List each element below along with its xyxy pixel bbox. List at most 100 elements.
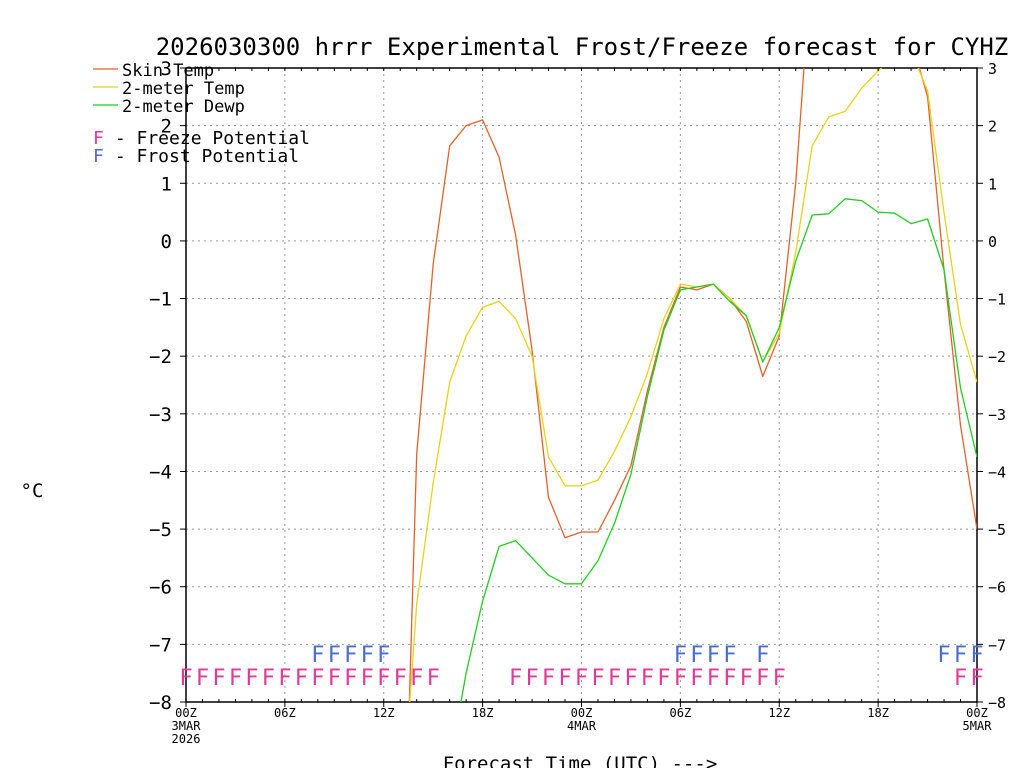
chart-markers: F F F F F F F F F F F F F F F F F F F F F F F F F F F F F F F F F F FF F F F F… — [179, 643, 983, 691]
frost-potential-marker: F — [328, 643, 341, 668]
y-tick-label-left: −7 — [149, 634, 172, 656]
y-axis-label: °C — [21, 480, 44, 502]
legend-item-frost: F - Frost Potential — [93, 146, 299, 167]
freeze-potential-marker: F — [525, 666, 538, 691]
series-line-2-meter-temp — [409, 68, 977, 702]
legend-label-frost: - Frost Potential — [104, 146, 299, 167]
freeze-potential-marker: F — [196, 666, 209, 691]
x-tick-date-label: 3MAR — [172, 719, 202, 733]
y-tick-label-left: 0 — [161, 231, 172, 253]
legend-label-skin-temp: Skin Temp — [122, 61, 214, 81]
frost-potential-marker: F — [756, 643, 769, 668]
frost-potential-marker: F — [690, 643, 703, 668]
freeze-potential-marker: F — [954, 666, 967, 691]
freeze-potential-marker: F — [591, 666, 604, 691]
x-tick-label: 00Z — [571, 706, 593, 720]
y-tick-label-right: −3 — [988, 406, 1006, 424]
legend-symbol-freeze: F — [93, 128, 104, 149]
freeze-potential-marker: F — [575, 666, 588, 691]
y-tick-label-left: 3 — [161, 58, 172, 80]
x-tick-label: 06Z — [274, 706, 296, 720]
x-axis-label: Forecast Time (UTC) ---> — [443, 753, 718, 768]
x-tick-date-label: 5MAR — [963, 719, 993, 733]
legend-label-2m-dewp: 2-meter Dewp — [122, 97, 245, 117]
x-tick-label: 00Z — [966, 706, 988, 720]
freeze-potential-marker: F — [179, 666, 192, 691]
freeze-potential-marker: F — [361, 666, 374, 691]
freeze-potential-marker: F — [740, 666, 753, 691]
frost-potential-marker: F — [361, 643, 374, 668]
legend-item-2m-dewp: 2-meter Dewp — [93, 97, 245, 117]
freeze-potential-marker: F — [311, 666, 324, 691]
legend-label-freeze: - Freeze Potential — [104, 128, 310, 149]
y-tick-label-right: 3 — [988, 60, 997, 78]
x-tick-date-label: 4MAR — [567, 719, 597, 733]
freeze-potential-marker: F — [229, 666, 242, 691]
frost-potential-marker: F — [377, 643, 390, 668]
legend-item-freeze: F - Freeze Potential — [93, 128, 310, 149]
freeze-potential-marker: F — [328, 666, 341, 691]
frost-potential-marker: F — [674, 643, 687, 668]
freeze-potential-marker: F — [295, 666, 308, 691]
freeze-potential-marker: F — [509, 666, 522, 691]
y-tick-label-left: −3 — [149, 404, 172, 426]
frost-potential-marker: F — [937, 643, 950, 668]
y-tick-label-right: −1 — [988, 291, 1006, 309]
y-tick-label-right: 1 — [988, 175, 997, 193]
y-tick-label-left: 1 — [161, 173, 172, 195]
x-tick-label: 00Z — [175, 706, 197, 720]
y-tick-label-left: −8 — [149, 692, 172, 714]
y-tick-label-right: −7 — [988, 636, 1006, 654]
x-tick-label: 18Z — [472, 706, 494, 720]
freeze-potential-marker: F — [707, 666, 720, 691]
freeze-potential-marker: F — [427, 666, 440, 691]
legend: Skin Temp 2-meter Temp 2-meter Dewp F - … — [93, 61, 310, 167]
frost-potential-marker: F — [723, 643, 736, 668]
y-tick-label-left: 2 — [161, 116, 172, 138]
freeze-potential-marker: F — [245, 666, 258, 691]
freeze-potential-marker: F — [773, 666, 786, 691]
frost-potential-marker: F — [344, 643, 357, 668]
series-line-skin-temp — [408, 68, 977, 702]
x-tick-label: 12Z — [768, 706, 790, 720]
y-tick-label-left: −4 — [149, 461, 172, 483]
freeze-potential-marker: F — [657, 666, 670, 691]
legend-item-2m-temp: 2-meter Temp — [93, 79, 245, 99]
y-tick-label-left: −2 — [149, 346, 172, 368]
y-tick-label-left: −5 — [149, 519, 172, 541]
freeze-potential-marker: F — [674, 666, 687, 691]
freeze-potential-marker: F — [970, 666, 983, 691]
frost-potential-marker: F — [954, 643, 967, 668]
freeze-potential-marker: F — [690, 666, 703, 691]
x-tick-label: 06Z — [670, 706, 692, 720]
frost-potential-marker: F — [970, 643, 983, 668]
y-tick-label-left: −6 — [149, 577, 172, 599]
chart-series — [408, 68, 977, 702]
chart-grid — [186, 68, 977, 702]
freeze-potential-marker: F — [410, 666, 423, 691]
freeze-potential-marker: F — [723, 666, 736, 691]
freeze-potential-marker: F — [756, 666, 769, 691]
y-tick-label-right: −2 — [988, 348, 1006, 366]
x-tick-label: 12Z — [373, 706, 395, 720]
y-tick-label-right: 0 — [988, 233, 997, 251]
legend-symbol-frost: F — [93, 146, 104, 167]
freeze-potential-marker: F — [262, 666, 275, 691]
x-tick-label: 18Z — [867, 706, 889, 720]
freeze-potential-marker: F — [212, 666, 225, 691]
frost-potential-marker: F — [311, 643, 324, 668]
freeze-potential-marker: F — [641, 666, 654, 691]
freeze-potential-marker: F — [624, 666, 637, 691]
plot-frame — [185, 67, 978, 703]
legend-item-skin-temp: Skin Temp — [93, 61, 214, 81]
legend-label-2m-temp: 2-meter Temp — [122, 79, 245, 99]
y-tick-label-left: −1 — [149, 289, 172, 311]
freeze-potential-marker: F — [377, 666, 390, 691]
y-tick-label-right: 2 — [988, 118, 997, 136]
y-tick-label-right: −6 — [988, 579, 1006, 597]
freeze-potential-marker: F — [542, 666, 555, 691]
chart-title: 2026030300 hrrr Experimental Frost/Freez… — [156, 33, 1009, 61]
y-tick-label-right: −8 — [988, 694, 1006, 712]
x-tick-date-label: 2026 — [172, 732, 201, 746]
